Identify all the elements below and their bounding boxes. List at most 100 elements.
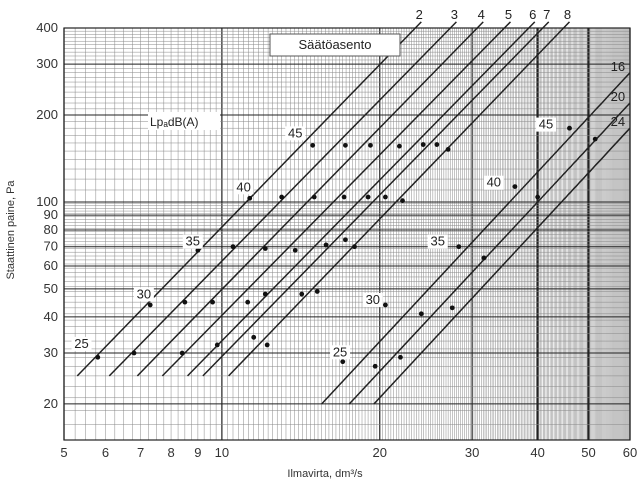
marker-point	[292, 247, 298, 253]
y-tick-label: 200	[36, 107, 58, 122]
marker-point	[247, 195, 253, 201]
marker-point	[214, 342, 220, 348]
curve-label-16: 16	[611, 59, 625, 74]
marker-point	[368, 142, 373, 148]
marker-point	[343, 142, 348, 148]
y-tick-label: 400	[36, 20, 58, 35]
y-tick-label: 300	[36, 56, 58, 71]
legend-box-frame	[269, 33, 401, 57]
marker-point	[535, 194, 541, 200]
marker-point	[262, 291, 268, 297]
y-tick-label: 40	[44, 309, 58, 324]
curve-label-2: 2	[416, 7, 423, 22]
y-tick-label: 90	[44, 207, 58, 222]
y-tick-label: 80	[44, 222, 58, 237]
marker-point	[481, 255, 487, 261]
x-tick-label: 10	[215, 445, 229, 460]
sound-level-label: 40	[236, 179, 250, 194]
marker-point	[449, 305, 455, 311]
marker-point	[311, 194, 317, 200]
sound-level-label: 25	[74, 336, 88, 351]
series-line-4	[136, 21, 484, 377]
marker-point	[343, 237, 348, 243]
x-tick-label: 8	[167, 445, 174, 460]
sound-level-label: 45	[539, 117, 553, 132]
curve-label-5: 5	[505, 7, 512, 22]
series-line-8	[228, 21, 571, 377]
x-tick-label: 6	[102, 445, 109, 460]
x-tick-label: 5	[60, 445, 67, 460]
sound-level-background	[362, 292, 383, 307]
curve-label-3: 3	[451, 7, 458, 22]
series-line-7	[202, 21, 550, 377]
sound-level-background	[71, 336, 92, 351]
marker-point	[456, 244, 462, 250]
marker-point	[567, 125, 572, 131]
marker-point	[420, 142, 426, 147]
x-tick-label: 50	[581, 445, 595, 460]
sound-level-label: 30	[137, 286, 151, 301]
sound-level-background	[233, 180, 254, 195]
lp-label-group: LpₐdB(A)	[148, 112, 220, 130]
grid	[63, 27, 631, 441]
marker-point	[352, 244, 357, 250]
marker-point	[179, 350, 185, 356]
curve-label-20: 20	[611, 89, 625, 104]
marker-point	[147, 302, 153, 308]
y-tick-label: 30	[44, 345, 58, 360]
y-axis-title: Staattinen paine, Pa	[5, 180, 17, 280]
lp-label: LpₐdB(A)	[150, 115, 199, 129]
x-axis-title: Ilmavirta, dm³/s	[287, 468, 363, 480]
y-tick-label: 100	[36, 194, 58, 209]
marker-point	[182, 299, 188, 305]
marker-point	[382, 194, 388, 200]
sound-level-background	[483, 175, 504, 190]
sound-level-background	[285, 126, 306, 141]
lp-label-background	[148, 112, 220, 130]
marker-point	[299, 291, 305, 297]
x-tick-label: 7	[137, 445, 144, 460]
marker-point	[341, 194, 347, 200]
x-tick-label: 40	[530, 445, 544, 460]
marker-point	[396, 143, 402, 149]
marker-point	[131, 350, 137, 356]
marker-point	[279, 194, 285, 200]
sound-level-label: 35	[186, 234, 200, 249]
sound-level-background	[133, 287, 154, 302]
legend-box: Säätöasento	[269, 33, 401, 57]
plot-frame	[63, 27, 631, 441]
marker-point	[323, 242, 329, 248]
sound-level-background	[330, 345, 351, 360]
curve-label-24: 24	[611, 114, 625, 129]
series-line-16	[321, 72, 631, 405]
series-line-20	[348, 102, 631, 405]
sound-level-label: 40	[487, 175, 501, 190]
marker-point	[365, 194, 371, 200]
y-tick-label: 70	[44, 239, 58, 254]
sound-level-label: 35	[431, 234, 445, 249]
curve-label-6: 6	[529, 7, 536, 22]
marker-point	[310, 142, 316, 148]
curve-label-4: 4	[478, 7, 485, 22]
y-tick-label: 20	[44, 396, 58, 411]
marker-point	[340, 359, 346, 365]
marker-point	[230, 244, 236, 250]
marker-point	[372, 363, 378, 369]
curve-label-8: 8	[564, 7, 571, 22]
x-tick-label: 20	[373, 445, 387, 460]
curve-label-7: 7	[543, 7, 550, 22]
y-tick-label: 50	[44, 281, 58, 296]
legend-box-label: Säätöasento	[298, 37, 371, 52]
x-tick-label: 30	[465, 445, 479, 460]
marker-point	[195, 247, 201, 253]
sound-level-label: 30	[366, 292, 380, 307]
marker-point	[512, 184, 518, 190]
y-tick-label: 60	[44, 258, 58, 273]
series-line-6	[186, 21, 536, 377]
sound-level-background	[182, 234, 203, 249]
sound-level-label: 25	[333, 344, 347, 359]
marker-point	[245, 299, 251, 305]
sound-level-background	[536, 117, 557, 132]
marker-point	[592, 136, 598, 142]
